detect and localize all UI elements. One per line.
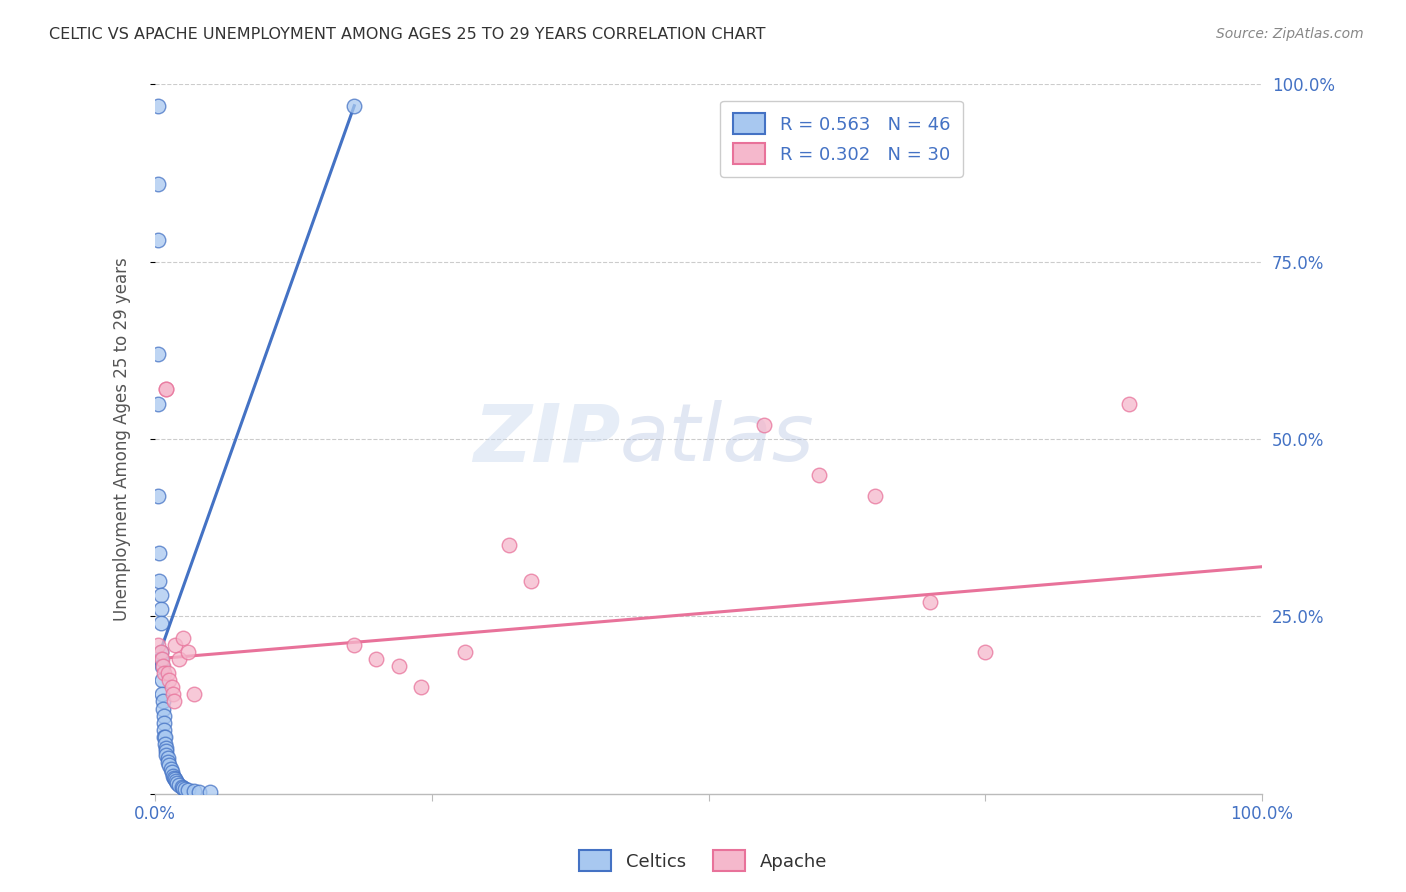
Point xyxy=(177,645,200,659)
Point xyxy=(152,694,174,708)
Point xyxy=(169,778,191,792)
Point xyxy=(752,417,775,432)
Point xyxy=(153,666,176,681)
Point xyxy=(149,602,172,616)
Point xyxy=(148,347,170,361)
Point xyxy=(153,737,176,751)
Text: atlas: atlas xyxy=(620,400,814,478)
Point xyxy=(1118,396,1140,410)
Point xyxy=(157,673,180,688)
Point xyxy=(148,396,170,410)
Point xyxy=(169,652,191,666)
Point xyxy=(159,762,181,776)
Point xyxy=(808,467,831,482)
Point xyxy=(165,773,187,788)
Point xyxy=(454,645,477,659)
Point xyxy=(149,616,172,631)
Point xyxy=(163,772,186,787)
Point xyxy=(155,747,177,762)
Point xyxy=(155,383,177,397)
Legend: Celtics, Apache: Celtics, Apache xyxy=(572,843,834,879)
Point xyxy=(366,652,388,666)
Legend: R = 0.563   N = 46, R = 0.302   N = 30: R = 0.563 N = 46, R = 0.302 N = 30 xyxy=(720,101,963,177)
Point xyxy=(409,681,432,695)
Point xyxy=(155,744,177,758)
Point xyxy=(163,771,186,785)
Point xyxy=(157,758,180,772)
Point xyxy=(157,666,180,681)
Text: CELTIC VS APACHE UNEMPLOYMENT AMONG AGES 25 TO 29 YEARS CORRELATION CHART: CELTIC VS APACHE UNEMPLOYMENT AMONG AGES… xyxy=(49,27,766,42)
Point xyxy=(155,383,177,397)
Point xyxy=(177,783,200,797)
Point xyxy=(188,784,211,798)
Point xyxy=(200,785,222,799)
Point xyxy=(152,701,174,715)
Point xyxy=(149,645,172,659)
Point xyxy=(148,99,170,113)
Point xyxy=(148,177,170,191)
Point xyxy=(387,659,409,673)
Point xyxy=(172,631,194,645)
Point xyxy=(163,638,186,652)
Point xyxy=(172,780,194,795)
Point xyxy=(343,99,366,113)
Point xyxy=(148,489,170,503)
Point xyxy=(150,673,173,688)
Point xyxy=(149,588,172,602)
Point xyxy=(153,730,176,744)
Point xyxy=(150,652,173,666)
Point xyxy=(150,659,173,673)
Point xyxy=(148,545,170,559)
Point xyxy=(174,782,197,797)
Point xyxy=(863,489,886,503)
Point xyxy=(157,751,180,765)
Point xyxy=(148,638,170,652)
Point xyxy=(153,708,176,723)
Point xyxy=(183,687,205,701)
Point xyxy=(520,574,543,588)
Point xyxy=(150,687,173,701)
Point xyxy=(162,687,184,701)
Point xyxy=(918,595,941,609)
Y-axis label: Unemployment Among Ages 25 to 29 years: Unemployment Among Ages 25 to 29 years xyxy=(114,257,131,621)
Point xyxy=(160,681,183,695)
Point xyxy=(152,659,174,673)
Point xyxy=(148,234,170,248)
Point xyxy=(153,723,176,737)
Text: Source: ZipAtlas.com: Source: ZipAtlas.com xyxy=(1216,27,1364,41)
Point xyxy=(157,755,180,769)
Point xyxy=(974,645,997,659)
Point xyxy=(149,652,172,666)
Point xyxy=(153,715,176,730)
Point xyxy=(160,765,183,780)
Point xyxy=(153,730,176,744)
Point xyxy=(149,645,172,659)
Point xyxy=(163,694,186,708)
Point xyxy=(162,769,184,783)
Point xyxy=(498,538,520,552)
Point xyxy=(170,780,193,794)
Text: ZIP: ZIP xyxy=(472,400,620,478)
Point xyxy=(148,574,170,588)
Point xyxy=(183,784,205,798)
Point xyxy=(166,776,188,790)
Point xyxy=(155,740,177,755)
Point xyxy=(343,638,366,652)
